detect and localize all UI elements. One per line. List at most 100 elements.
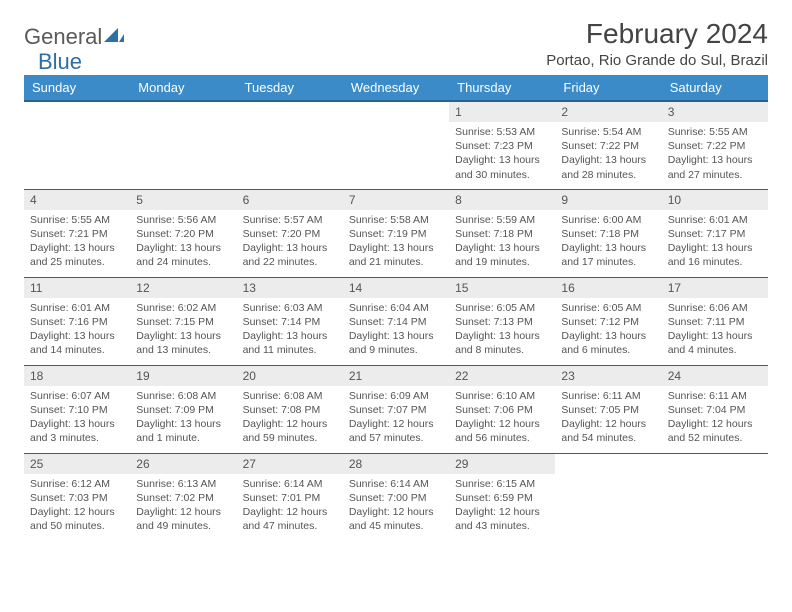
weekday-header: Saturday <box>662 75 768 101</box>
month-title: February 2024 <box>546 18 768 50</box>
calendar-cell: 21Sunrise: 6:09 AMSunset: 7:07 PMDayligh… <box>343 365 449 453</box>
day-details: Sunrise: 6:09 AMSunset: 7:07 PMDaylight:… <box>343 386 449 452</box>
day-details: Sunrise: 6:07 AMSunset: 7:10 PMDaylight:… <box>24 386 130 452</box>
day-number: 3 <box>662 102 768 122</box>
day-details: Sunrise: 5:54 AMSunset: 7:22 PMDaylight:… <box>555 122 661 188</box>
day-number: 12 <box>130 278 236 298</box>
calendar-cell: 28Sunrise: 6:14 AMSunset: 7:00 PMDayligh… <box>343 453 449 541</box>
day-number: 7 <box>343 190 449 210</box>
day-number: 1 <box>449 102 555 122</box>
calendar-cell: 4Sunrise: 5:55 AMSunset: 7:21 PMDaylight… <box>24 189 130 277</box>
day-number: 11 <box>24 278 130 298</box>
day-details: Sunrise: 5:57 AMSunset: 7:20 PMDaylight:… <box>237 210 343 276</box>
weekday-header: Sunday <box>24 75 130 101</box>
calendar-cell: 5Sunrise: 5:56 AMSunset: 7:20 PMDaylight… <box>130 189 236 277</box>
calendar-cell <box>555 453 661 541</box>
day-details: Sunrise: 5:56 AMSunset: 7:20 PMDaylight:… <box>130 210 236 276</box>
day-details: Sunrise: 6:08 AMSunset: 7:08 PMDaylight:… <box>237 386 343 452</box>
calendar-cell: 9Sunrise: 6:00 AMSunset: 7:18 PMDaylight… <box>555 189 661 277</box>
day-number: 9 <box>555 190 661 210</box>
calendar-cell <box>24 101 130 189</box>
weekday-header: Monday <box>130 75 236 101</box>
weekday-header: Friday <box>555 75 661 101</box>
day-details: Sunrise: 6:12 AMSunset: 7:03 PMDaylight:… <box>24 474 130 540</box>
calendar-cell: 2Sunrise: 5:54 AMSunset: 7:22 PMDaylight… <box>555 101 661 189</box>
calendar-cell: 7Sunrise: 5:58 AMSunset: 7:19 PMDaylight… <box>343 189 449 277</box>
day-details: Sunrise: 6:10 AMSunset: 7:06 PMDaylight:… <box>449 386 555 452</box>
calendar-cell: 12Sunrise: 6:02 AMSunset: 7:15 PMDayligh… <box>130 277 236 365</box>
calendar-cell: 11Sunrise: 6:01 AMSunset: 7:16 PMDayligh… <box>24 277 130 365</box>
calendar-cell: 27Sunrise: 6:14 AMSunset: 7:01 PMDayligh… <box>237 453 343 541</box>
calendar-cell: 14Sunrise: 6:04 AMSunset: 7:14 PMDayligh… <box>343 277 449 365</box>
day-details: Sunrise: 6:14 AMSunset: 7:00 PMDaylight:… <box>343 474 449 540</box>
logo-text-2: Blue <box>38 49 82 75</box>
calendar-cell: 3Sunrise: 5:55 AMSunset: 7:22 PMDaylight… <box>662 101 768 189</box>
day-number: 16 <box>555 278 661 298</box>
day-details: Sunrise: 6:08 AMSunset: 7:09 PMDaylight:… <box>130 386 236 452</box>
calendar-cell: 26Sunrise: 6:13 AMSunset: 7:02 PMDayligh… <box>130 453 236 541</box>
day-number: 5 <box>130 190 236 210</box>
calendar-cell: 13Sunrise: 6:03 AMSunset: 7:14 PMDayligh… <box>237 277 343 365</box>
day-details: Sunrise: 6:15 AMSunset: 6:59 PMDaylight:… <box>449 474 555 540</box>
day-number: 25 <box>24 454 130 474</box>
day-details: Sunrise: 6:02 AMSunset: 7:15 PMDaylight:… <box>130 298 236 364</box>
calendar-cell: 23Sunrise: 6:11 AMSunset: 7:05 PMDayligh… <box>555 365 661 453</box>
day-number: 19 <box>130 366 236 386</box>
day-details: Sunrise: 5:55 AMSunset: 7:21 PMDaylight:… <box>24 210 130 276</box>
day-details: Sunrise: 6:13 AMSunset: 7:02 PMDaylight:… <box>130 474 236 540</box>
day-number: 2 <box>555 102 661 122</box>
day-details: Sunrise: 5:55 AMSunset: 7:22 PMDaylight:… <box>662 122 768 188</box>
day-details: Sunrise: 6:05 AMSunset: 7:12 PMDaylight:… <box>555 298 661 364</box>
weekday-header: Thursday <box>449 75 555 101</box>
calendar-cell <box>237 101 343 189</box>
calendar-cell <box>130 101 236 189</box>
day-details: Sunrise: 6:01 AMSunset: 7:17 PMDaylight:… <box>662 210 768 276</box>
day-details: Sunrise: 5:59 AMSunset: 7:18 PMDaylight:… <box>449 210 555 276</box>
day-details: Sunrise: 5:58 AMSunset: 7:19 PMDaylight:… <box>343 210 449 276</box>
day-number: 20 <box>237 366 343 386</box>
calendar-cell: 18Sunrise: 6:07 AMSunset: 7:10 PMDayligh… <box>24 365 130 453</box>
calendar-cell: 25Sunrise: 6:12 AMSunset: 7:03 PMDayligh… <box>24 453 130 541</box>
calendar-cell: 17Sunrise: 6:06 AMSunset: 7:11 PMDayligh… <box>662 277 768 365</box>
day-number: 13 <box>237 278 343 298</box>
day-details: Sunrise: 6:00 AMSunset: 7:18 PMDaylight:… <box>555 210 661 276</box>
calendar-cell: 20Sunrise: 6:08 AMSunset: 7:08 PMDayligh… <box>237 365 343 453</box>
title-block: February 2024 Portao, Rio Grande do Sul,… <box>546 18 768 69</box>
day-number: 17 <box>662 278 768 298</box>
logo: General <box>24 24 124 50</box>
day-details: Sunrise: 6:05 AMSunset: 7:13 PMDaylight:… <box>449 298 555 364</box>
day-details: Sunrise: 6:01 AMSunset: 7:16 PMDaylight:… <box>24 298 130 364</box>
day-number: 22 <box>449 366 555 386</box>
day-number: 24 <box>662 366 768 386</box>
logo-sail-icon <box>104 24 124 50</box>
day-number: 6 <box>237 190 343 210</box>
day-details: Sunrise: 5:53 AMSunset: 7:23 PMDaylight:… <box>449 122 555 188</box>
calendar-cell: 22Sunrise: 6:10 AMSunset: 7:06 PMDayligh… <box>449 365 555 453</box>
calendar-cell: 29Sunrise: 6:15 AMSunset: 6:59 PMDayligh… <box>449 453 555 541</box>
calendar-table: SundayMondayTuesdayWednesdayThursdayFrid… <box>24 75 768 541</box>
day-number: 4 <box>24 190 130 210</box>
day-details: Sunrise: 6:03 AMSunset: 7:14 PMDaylight:… <box>237 298 343 364</box>
day-number: 15 <box>449 278 555 298</box>
calendar-cell: 16Sunrise: 6:05 AMSunset: 7:12 PMDayligh… <box>555 277 661 365</box>
day-number: 14 <box>343 278 449 298</box>
day-number: 8 <box>449 190 555 210</box>
day-number: 10 <box>662 190 768 210</box>
day-number: 18 <box>24 366 130 386</box>
day-number: 27 <box>237 454 343 474</box>
day-number: 21 <box>343 366 449 386</box>
calendar-cell: 1Sunrise: 5:53 AMSunset: 7:23 PMDaylight… <box>449 101 555 189</box>
day-details: Sunrise: 6:11 AMSunset: 7:04 PMDaylight:… <box>662 386 768 452</box>
day-details: Sunrise: 6:11 AMSunset: 7:05 PMDaylight:… <box>555 386 661 452</box>
day-number: 26 <box>130 454 236 474</box>
weekday-header: Wednesday <box>343 75 449 101</box>
day-number: 28 <box>343 454 449 474</box>
day-details: Sunrise: 6:04 AMSunset: 7:14 PMDaylight:… <box>343 298 449 364</box>
calendar-cell: 8Sunrise: 5:59 AMSunset: 7:18 PMDaylight… <box>449 189 555 277</box>
calendar-cell: 24Sunrise: 6:11 AMSunset: 7:04 PMDayligh… <box>662 365 768 453</box>
calendar-cell: 19Sunrise: 6:08 AMSunset: 7:09 PMDayligh… <box>130 365 236 453</box>
calendar-cell: 10Sunrise: 6:01 AMSunset: 7:17 PMDayligh… <box>662 189 768 277</box>
calendar-cell <box>343 101 449 189</box>
day-details: Sunrise: 6:14 AMSunset: 7:01 PMDaylight:… <box>237 474 343 540</box>
calendar-cell: 15Sunrise: 6:05 AMSunset: 7:13 PMDayligh… <box>449 277 555 365</box>
